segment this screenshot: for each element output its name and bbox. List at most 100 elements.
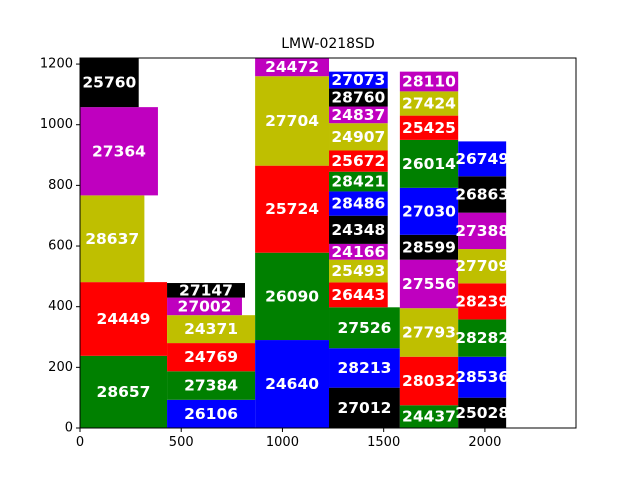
box-label-28239: 28239 [455, 292, 509, 310]
box-label-26106: 26106 [184, 405, 238, 423]
y-tick-label: 200 [48, 360, 73, 375]
box-25724 [255, 165, 330, 253]
box-28599 [399, 234, 459, 260]
box-label-28282: 28282 [455, 329, 509, 347]
box-label-24371: 24371 [184, 320, 238, 338]
y-tick-label: 400 [48, 299, 73, 314]
box-24907 [329, 123, 388, 151]
box-28486 [329, 191, 388, 216]
box-label-28760: 28760 [331, 88, 385, 106]
box-28032 [399, 356, 459, 406]
box-label-28486: 28486 [331, 195, 385, 213]
box-27556 [399, 259, 459, 309]
box-27793 [399, 308, 459, 357]
box-label-26090: 26090 [265, 287, 319, 305]
box-label-26014: 26014 [402, 155, 456, 173]
box-label-24640: 24640 [265, 375, 319, 393]
plot-frame [79, 57, 577, 429]
boxes-layer [80, 58, 507, 428]
y-tick-label: 0 [65, 421, 73, 436]
box-27147 [167, 283, 245, 298]
box-label-24449: 24449 [97, 310, 151, 328]
box-label-27012: 27012 [337, 399, 391, 417]
box-24449 [80, 282, 168, 356]
box-26106 [167, 399, 256, 428]
box-label-25724: 25724 [265, 200, 319, 218]
box-27364 [80, 107, 158, 196]
chart-title: LMW-0218SD [281, 36, 375, 52]
box-label-25672: 25672 [331, 152, 385, 170]
box-26863 [458, 176, 507, 213]
box-24769 [167, 343, 256, 372]
box-label-28032: 28032 [402, 372, 456, 390]
y-tick-label: 1000 [40, 117, 73, 132]
box-27384 [167, 371, 256, 400]
box-label-27704: 27704 [265, 112, 319, 130]
box-24640 [255, 340, 330, 428]
box-25425 [399, 115, 459, 140]
box-label-27388: 27388 [455, 222, 509, 240]
box-label-26443: 26443 [331, 286, 385, 304]
box-27002 [167, 297, 242, 316]
box-28213 [329, 348, 400, 388]
box-label-28213: 28213 [337, 359, 391, 377]
box-label-27793: 27793 [402, 323, 456, 341]
box-28239 [458, 283, 507, 320]
box-label-28599: 28599 [402, 238, 456, 256]
box-27012 [329, 387, 400, 428]
box-27704 [255, 76, 330, 166]
box-label-28421: 28421 [331, 173, 385, 191]
box-label-27556: 27556 [402, 275, 456, 293]
box-28657 [80, 355, 168, 428]
box-label-25760: 25760 [82, 74, 136, 92]
x-tick-label: 1500 [367, 435, 400, 450]
box-label-25493: 25493 [331, 262, 385, 280]
box-label-25028: 25028 [455, 404, 509, 422]
x-axis: 0 500 1000 1500 2000 [76, 428, 501, 450]
box-25760 [80, 58, 139, 108]
box-label-24837: 24837 [331, 106, 385, 124]
box-26014 [399, 139, 459, 188]
box-27030 [399, 187, 459, 235]
box-27388 [458, 212, 507, 250]
box-28421 [329, 171, 388, 192]
x-tick-label: 1000 [266, 435, 299, 450]
box-28536 [458, 356, 507, 398]
box-label-24166: 24166 [331, 243, 385, 261]
box-label-24769: 24769 [184, 348, 238, 366]
box-28282 [458, 319, 507, 357]
box-label-24907: 24907 [331, 128, 385, 146]
box-27073 [329, 71, 388, 89]
box-28760 [329, 88, 388, 107]
box-24166 [329, 243, 388, 260]
box-label-27424: 27424 [402, 94, 456, 112]
box-label-27002: 27002 [178, 297, 232, 315]
box-label-24348: 24348 [331, 221, 385, 239]
box-label-24472: 24472 [265, 58, 319, 76]
y-axis: 0 200 400 600 800 1000 1200 [40, 57, 80, 436]
y-tick-label: 600 [48, 239, 73, 254]
box-26443 [329, 282, 388, 308]
box-28110 [399, 71, 459, 92]
box-label-27073: 27073 [331, 71, 385, 89]
box-24437 [399, 405, 459, 428]
x-tick-label: 500 [169, 435, 194, 450]
x-tick-label: 0 [76, 435, 84, 450]
box-25672 [329, 150, 388, 172]
box-27526 [329, 307, 400, 349]
box-label-27147: 27147 [179, 281, 233, 299]
box-labels-layer: 28657 24449 28637 27364 25760 26106 27384 24769… [82, 58, 509, 426]
box-label-26749: 26749 [455, 150, 509, 168]
box-24348 [329, 215, 388, 244]
y-tick-label: 800 [48, 178, 73, 193]
box-27709 [458, 249, 507, 284]
box-label-28536: 28536 [455, 368, 509, 386]
box-label-25425: 25425 [402, 119, 456, 137]
box-26090 [255, 252, 330, 341]
box-27424 [399, 91, 459, 116]
box-label-24437: 24437 [402, 408, 456, 426]
box-label-27526: 27526 [337, 319, 391, 337]
box-label-27030: 27030 [402, 202, 456, 220]
box-24371 [167, 315, 256, 344]
y-tick-label: 1200 [40, 57, 73, 72]
